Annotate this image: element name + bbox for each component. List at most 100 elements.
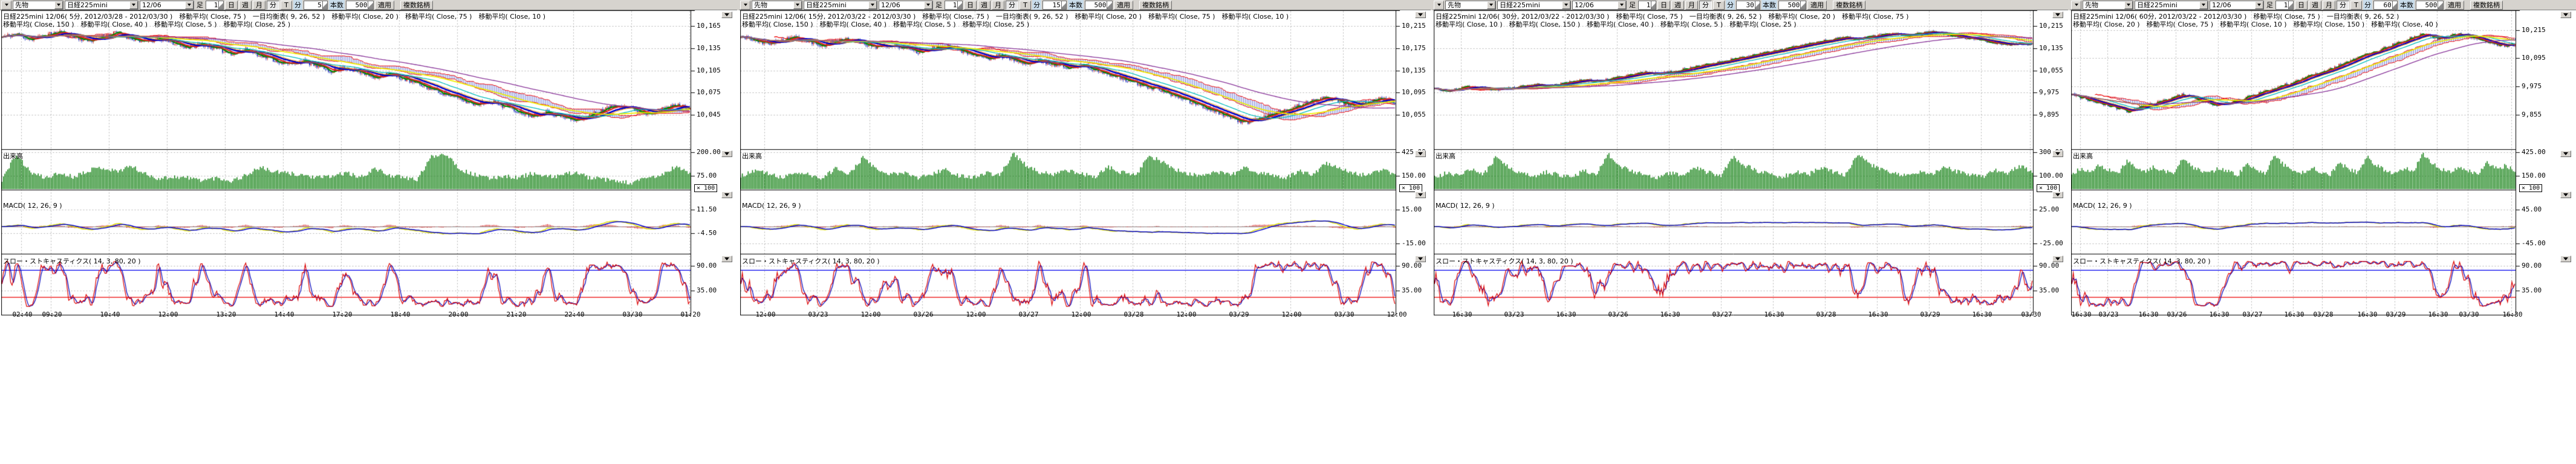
period-button-分[interactable]: 分 xyxy=(1699,1,1712,10)
period-button-T[interactable]: T xyxy=(1020,1,1031,10)
period-button-月[interactable]: 月 xyxy=(992,1,1004,10)
period-button-T[interactable]: T xyxy=(2350,1,2362,10)
apply-button[interactable]: 適用 xyxy=(2445,1,2464,10)
period-button-月[interactable]: 月 xyxy=(1685,1,1698,10)
category-select[interactable]: 先物 xyxy=(2083,1,2133,10)
chevron-down-icon[interactable] xyxy=(1487,1,1495,9)
pane-collapse-button[interactable] xyxy=(1415,150,1426,157)
ashi-input[interactable] xyxy=(2276,2,2288,8)
chevron-down-icon[interactable] xyxy=(2255,1,2263,9)
ashi-input[interactable] xyxy=(1639,2,1651,8)
period-button-分[interactable]: 分 xyxy=(267,1,279,10)
contract-month-select[interactable]: 12/06 xyxy=(2210,1,2264,10)
pane-collapse-button[interactable] xyxy=(1415,192,1426,198)
ashi-stepper[interactable] xyxy=(1638,1,1656,10)
ashi-stepper[interactable] xyxy=(2275,1,2294,10)
apply-button[interactable]: 適用 xyxy=(1807,1,1827,10)
period-button-分[interactable]: 分 xyxy=(1006,1,1018,10)
chevron-down-icon[interactable] xyxy=(2124,1,2133,9)
pane-collapse-button[interactable] xyxy=(721,256,732,262)
spinner-icon[interactable] xyxy=(1651,1,1656,9)
category-select[interactable]: 先物 xyxy=(752,1,802,10)
spinner-icon[interactable] xyxy=(368,1,373,9)
chevron-down-icon[interactable] xyxy=(793,1,802,9)
apply-button[interactable]: 適用 xyxy=(375,1,394,10)
minutes-stepper[interactable] xyxy=(2373,1,2398,10)
spinner-icon[interactable] xyxy=(1755,1,1760,9)
symbol-select[interactable]: 日経225mini xyxy=(804,1,877,10)
chart-plot-area[interactable] xyxy=(740,10,1400,316)
spinner-icon[interactable] xyxy=(322,1,327,9)
pane-collapse-button[interactable] xyxy=(2052,256,2063,262)
spinner-icon[interactable] xyxy=(2438,1,2443,9)
bars-input[interactable] xyxy=(1779,2,1800,8)
chart-plot-area[interactable] xyxy=(1,10,695,316)
multi-symbol-button[interactable]: 複数銘柄 xyxy=(400,1,433,10)
spinner-icon[interactable] xyxy=(2392,1,2397,9)
period-button-週[interactable]: 週 xyxy=(239,1,252,10)
contract-month-select[interactable]: 12/06 xyxy=(1572,1,1627,10)
panel-menu-button[interactable] xyxy=(1,1,11,10)
symbol-select[interactable]: 日経225mini xyxy=(65,1,138,10)
period-button-週[interactable]: 週 xyxy=(978,1,990,10)
chevron-down-icon[interactable] xyxy=(924,1,932,9)
chart-plot-area[interactable] xyxy=(1434,10,2038,316)
multi-symbol-button[interactable]: 複数銘柄 xyxy=(1139,1,1172,10)
panel-menu-button[interactable] xyxy=(740,1,750,10)
chevron-down-icon[interactable] xyxy=(2199,1,2208,9)
symbol-select[interactable]: 日経225mini xyxy=(1497,1,1571,10)
period-button-週[interactable]: 週 xyxy=(2309,1,2321,10)
period-button-月[interactable]: 月 xyxy=(2323,1,2335,10)
bars-stepper[interactable] xyxy=(1085,1,1113,10)
period-button-日[interactable]: 日 xyxy=(1657,1,1670,10)
spinner-icon[interactable] xyxy=(218,1,223,9)
period-button-分[interactable]: 分 xyxy=(2337,1,2349,10)
spinner-icon[interactable] xyxy=(957,1,962,9)
pane-collapse-button[interactable] xyxy=(2560,256,2571,262)
pane-collapse-button[interactable] xyxy=(721,11,732,18)
contract-month-select[interactable]: 12/06 xyxy=(140,1,194,10)
pane-collapse-button[interactable] xyxy=(2052,192,2063,198)
pane-collapse-button[interactable] xyxy=(1415,11,1426,18)
minutes-input[interactable] xyxy=(1043,2,1061,8)
chevron-down-icon[interactable] xyxy=(185,1,194,9)
period-button-週[interactable]: 週 xyxy=(1671,1,1684,10)
bars-stepper[interactable] xyxy=(1778,1,1806,10)
panel-menu-button[interactable] xyxy=(1434,1,1444,10)
minutes-stepper[interactable] xyxy=(1736,1,1760,10)
ashi-input[interactable] xyxy=(206,2,218,8)
bars-input[interactable] xyxy=(2416,2,2438,8)
apply-button[interactable]: 適用 xyxy=(1114,1,1133,10)
spinner-icon[interactable] xyxy=(1107,1,1112,9)
bars-stepper[interactable] xyxy=(346,1,374,10)
pane-collapse-button[interactable] xyxy=(2052,11,2063,18)
multi-symbol-button[interactable]: 複数銘柄 xyxy=(1833,1,1865,10)
minutes-stepper[interactable] xyxy=(1042,1,1067,10)
minutes-stepper[interactable] xyxy=(304,1,328,10)
pane-collapse-button[interactable] xyxy=(2560,192,2571,198)
period-button-日[interactable]: 日 xyxy=(225,1,238,10)
multi-symbol-button[interactable]: 複数銘柄 xyxy=(2470,1,2503,10)
pane-collapse-button[interactable] xyxy=(2560,11,2571,18)
chevron-down-icon[interactable] xyxy=(129,1,138,9)
ashi-input[interactable] xyxy=(945,2,957,8)
panel-menu-button[interactable] xyxy=(2071,1,2081,10)
bars-input[interactable] xyxy=(1085,2,1107,8)
chart-plot-area[interactable] xyxy=(2071,10,2520,316)
chevron-down-icon[interactable] xyxy=(1562,1,1570,9)
category-select[interactable]: 先物 xyxy=(1445,1,1496,10)
spinner-icon[interactable] xyxy=(1800,1,1806,9)
ashi-stepper[interactable] xyxy=(945,1,963,10)
chevron-down-icon[interactable] xyxy=(868,1,877,9)
minutes-input[interactable] xyxy=(2374,2,2392,8)
symbol-select[interactable]: 日経225mini xyxy=(2135,1,2208,10)
pane-collapse-button[interactable] xyxy=(2560,150,2571,157)
pane-collapse-button[interactable] xyxy=(2052,150,2063,157)
period-button-日[interactable]: 日 xyxy=(2295,1,2308,10)
period-button-月[interactable]: 月 xyxy=(253,1,265,10)
minutes-input[interactable] xyxy=(1737,2,1755,8)
chevron-down-icon[interactable] xyxy=(1618,1,1626,9)
spinner-icon[interactable] xyxy=(1061,1,1066,9)
pane-collapse-button[interactable] xyxy=(1415,256,1426,262)
bars-input[interactable] xyxy=(346,2,368,8)
